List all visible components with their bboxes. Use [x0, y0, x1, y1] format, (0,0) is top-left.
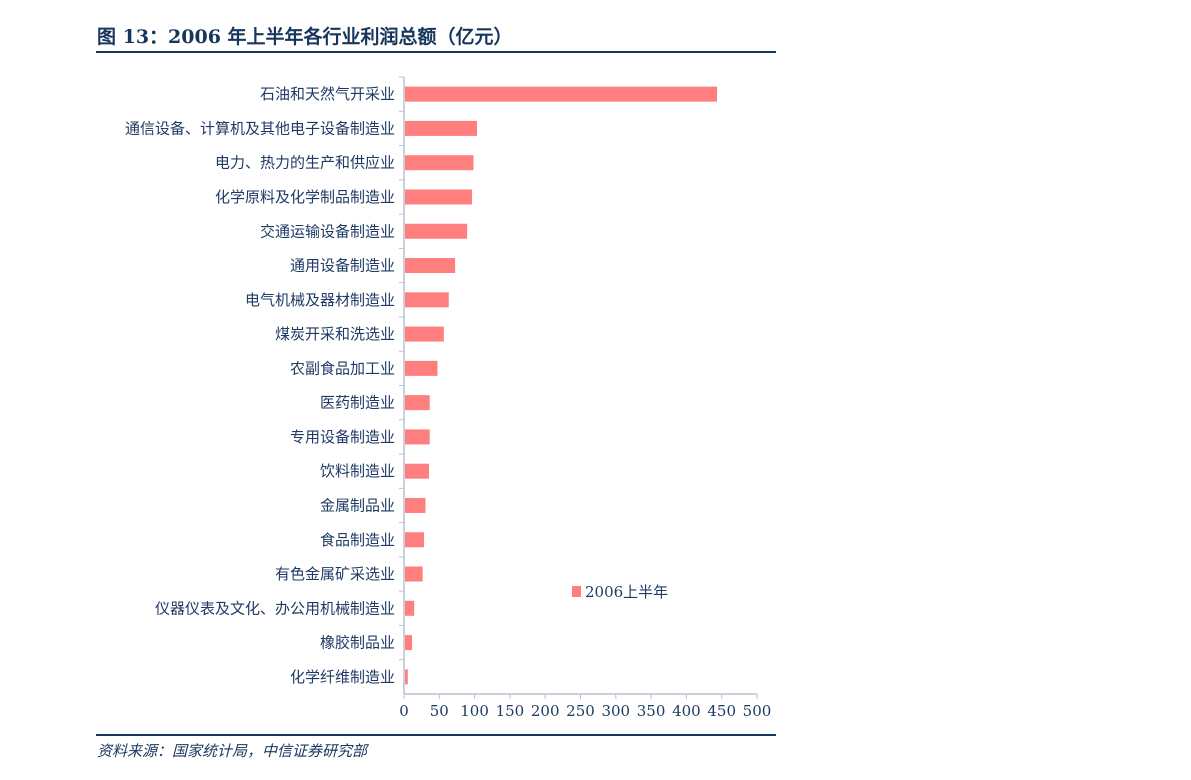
x-tick-label: 100 [460, 702, 489, 720]
bar [405, 360, 438, 376]
bar [405, 326, 444, 342]
category-label: 交通运输设备制造业 [260, 222, 395, 240]
bar [405, 258, 456, 274]
bar [405, 669, 408, 685]
category-label: 饮料制造业 [320, 462, 395, 480]
bar [405, 292, 449, 308]
bar [405, 155, 474, 171]
x-tick-label: 500 [743, 702, 772, 720]
category-label: 化学原料及化学制品制造业 [215, 188, 395, 206]
bar [405, 120, 478, 136]
x-tick-label: 150 [496, 702, 525, 720]
bar [405, 566, 423, 582]
category-label: 石油和天然气开采业 [260, 85, 395, 103]
legend-swatch [572, 586, 581, 597]
x-tick-label: 400 [672, 702, 701, 720]
bar [405, 497, 426, 513]
x-tick-label: 250 [566, 702, 595, 720]
bar [405, 223, 468, 239]
category-label: 有色金属矿采选业 [275, 565, 395, 583]
bar [405, 600, 415, 616]
figure-title: 图 13：2006 年上半年各行业利润总额（亿元） [97, 26, 513, 48]
footer-rule [96, 734, 776, 736]
x-tick-label: 200 [531, 702, 560, 720]
category-label: 仪器仪表及文化、办公用机械制造业 [155, 599, 395, 617]
x-tick-label: 350 [637, 702, 666, 720]
category-label: 金属制品业 [320, 496, 395, 514]
x-tick-label: 50 [430, 702, 449, 720]
category-label: 电气机械及器材制造业 [245, 291, 395, 309]
category-label: 电力、热力的生产和供应业 [215, 154, 395, 172]
category-label: 橡胶制品业 [320, 634, 395, 652]
x-tick-label: 300 [601, 702, 630, 720]
legend-label: 2006上半年 [585, 583, 668, 601]
bar [405, 395, 430, 411]
bar [405, 429, 430, 445]
category-label: 化学纤维制造业 [290, 668, 395, 686]
category-label: 专用设备制造业 [290, 428, 395, 446]
bar [405, 463, 430, 479]
bar [405, 86, 718, 102]
x-tick-label: 0 [399, 702, 409, 720]
category-label: 通信设备、计算机及其他电子设备制造业 [125, 119, 395, 137]
x-tick-label: 450 [707, 702, 736, 720]
category-label: 煤炭开采和洗选业 [275, 325, 395, 343]
source-note: 资料来源：国家统计局，中信证券研究部 [97, 742, 368, 760]
category-label: 食品制造业 [320, 531, 395, 549]
bar [405, 532, 425, 548]
category-label: 农副食品加工业 [290, 359, 395, 377]
title-rule [96, 51, 776, 53]
category-label: 通用设备制造业 [290, 257, 395, 275]
bar [405, 189, 473, 205]
category-label: 医药制造业 [320, 394, 395, 412]
bar [405, 635, 413, 651]
